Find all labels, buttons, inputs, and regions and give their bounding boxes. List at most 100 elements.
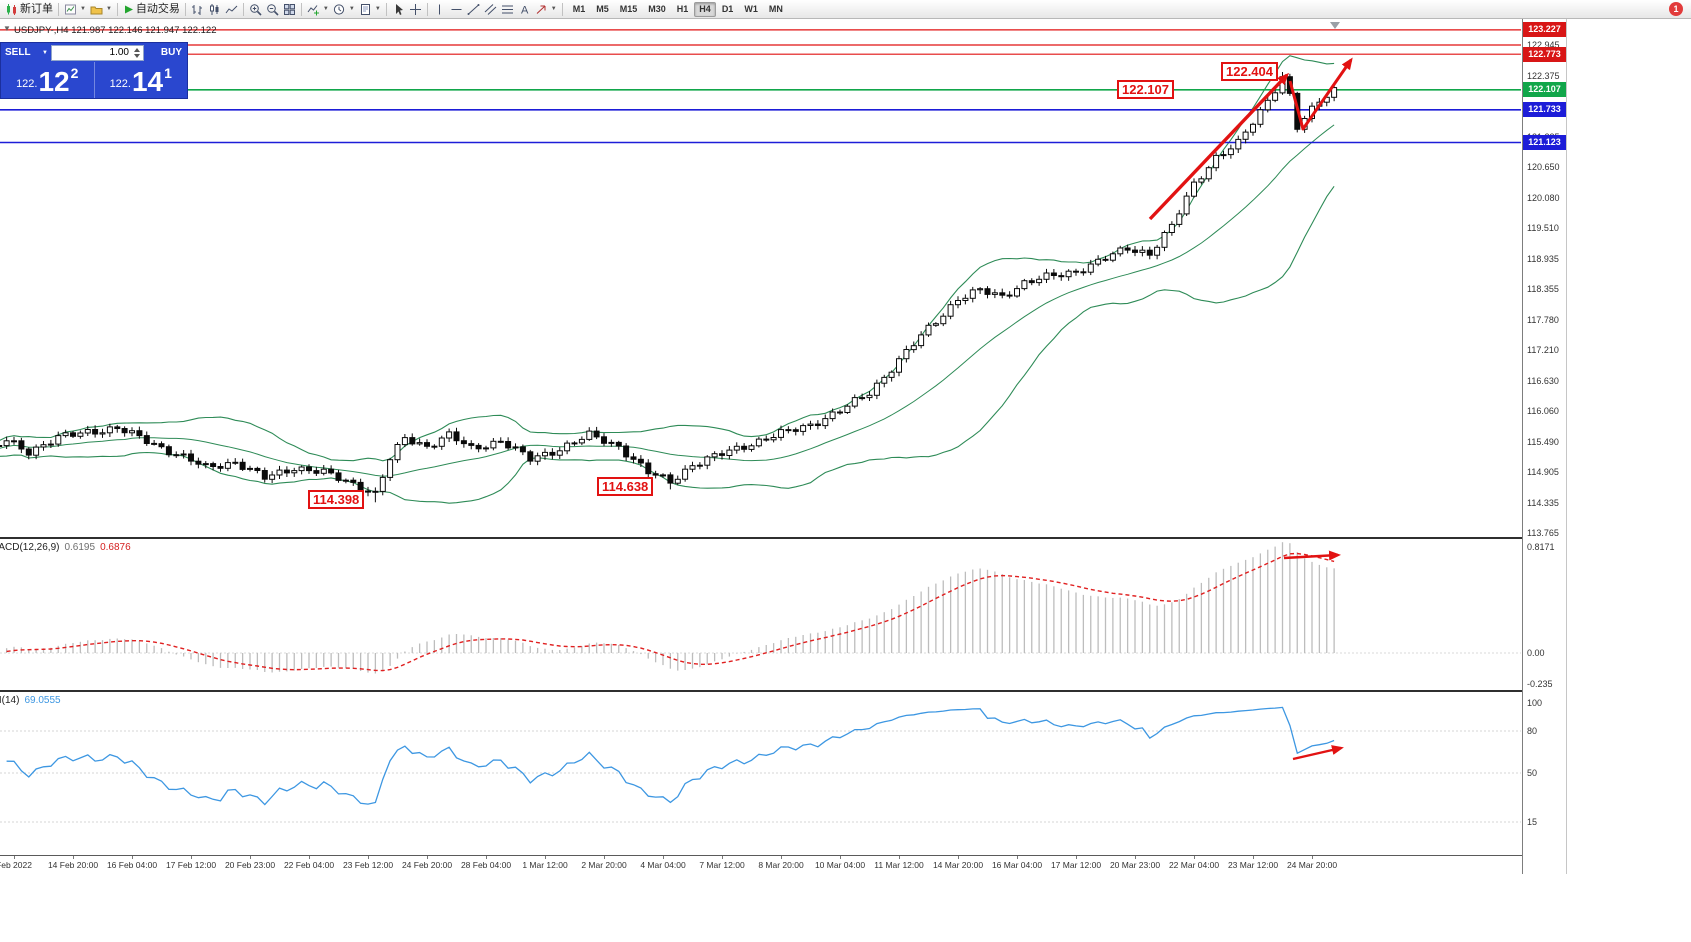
buy-button[interactable]: 122. 14 1: [93, 62, 188, 98]
vertical-line-icon: [438, 4, 440, 14]
time-axis-label: Feb 2022: [0, 860, 32, 870]
auto-trading-label: 自动交易: [135, 2, 180, 15]
macd-canvas[interactable]: [0, 539, 1522, 690]
time-axis-tick: [427, 856, 428, 859]
line-chart-button[interactable]: [223, 1, 240, 18]
rsi-line: [6, 706, 1335, 806]
cursor-button[interactable]: [390, 1, 407, 18]
templates-button[interactable]: ▼: [357, 1, 383, 18]
macd-main-value: 0.6195: [64, 542, 96, 553]
volume-increase-arrow[interactable]: [133, 47, 140, 52]
time-axis-label: 14 Feb 20:00: [47, 860, 99, 870]
panel-divider[interactable]: [0, 537, 1566, 539]
zoom-out-icon: [267, 3, 279, 16]
candlestick-chart-button[interactable]: [206, 1, 223, 18]
auto-trading-button[interactable]: 自动交易: [121, 1, 182, 18]
volume-input[interactable]: 1.00: [51, 44, 144, 61]
auto-trading-play-icon: [124, 5, 133, 13]
timeframe-m30-button[interactable]: M30: [648, 3, 666, 14]
indicators-button[interactable]: ▼: [305, 1, 331, 18]
crosshair-button[interactable]: [407, 1, 424, 18]
time-axis-tick: [486, 856, 487, 859]
trade-panel-prices: 122. 12 2 122. 14 1: [1, 62, 187, 98]
time-axis-tick: [132, 856, 133, 859]
price-line-badge: 121.733: [1523, 102, 1566, 118]
trade-panel-header-row: SELL ▼ 1.00 BUY: [1, 43, 187, 62]
buy-price-big: 14: [131, 66, 164, 98]
time-axis-tick: [309, 856, 310, 859]
time-axis[interactable]: Feb 2022 14 Feb 20:00 16 Feb 04:00 17 Feb 1…: [0, 856, 1522, 874]
time-axis-tick: [73, 856, 74, 859]
trend-arrow[interactable]: [1288, 57, 1353, 131]
equidistant-channel-icon: [484, 3, 497, 15]
buy-price-sup: 1: [164, 65, 172, 81]
volume-spinner[interactable]: [131, 46, 142, 60]
tile-windows-button[interactable]: [281, 1, 298, 18]
equidistant-channel-button[interactable]: [482, 1, 499, 18]
timeframe-m15-button[interactable]: M15: [619, 3, 638, 14]
vertical-line-button[interactable]: [431, 1, 448, 18]
trade-panel-collapse-arrow[interactable]: ▼: [3, 24, 11, 33]
candlestick-chart-icon: [209, 3, 219, 15]
time-axis-label: 10 Mar 04:00: [814, 860, 866, 870]
rsi-value: 69.0555: [24, 695, 61, 706]
price-chart-canvas[interactable]: [0, 19, 1522, 537]
sell-label[interactable]: SELL: [5, 47, 31, 58]
time-axis-label: 16 Feb 04:00: [106, 860, 158, 870]
timeframe-w1-button[interactable]: W1: [744, 3, 758, 14]
price-scale-label: 120.650: [1527, 162, 1560, 172]
timeframe-m5-button[interactable]: M5: [596, 3, 609, 14]
chevron-down-icon: ▼: [374, 6, 381, 12]
profiles-icon: [90, 6, 103, 14]
rsi-scale-label: 80: [1527, 726, 1538, 736]
arrows-tool-button[interactable]: ▼: [533, 1, 559, 18]
zoom-in-button[interactable]: [247, 1, 264, 18]
trendline-button[interactable]: [465, 1, 482, 18]
price-scale[interactable]: 122.945122.375121.805121.235120.650120.0…: [1522, 19, 1566, 874]
horizontal-line-icon: [451, 8, 462, 10]
sell-price-big: 12: [38, 66, 70, 98]
zoom-out-button[interactable]: [264, 1, 281, 18]
notification-badge[interactable]: 1: [1669, 2, 1683, 16]
sell-button[interactable]: 122. 12 2: [1, 62, 94, 98]
templates-icon: [360, 3, 370, 15]
toolbar-separator: [385, 2, 387, 16]
price-scale-label: 115.490: [1527, 436, 1559, 447]
timeframe-mn-button[interactable]: MN: [768, 3, 783, 14]
price-scale-label: 118.355: [1527, 284, 1559, 294]
tile-windows-icon: [283, 3, 295, 15]
timeframe-toolbar: M1 M5 M15 M30 H1 H4 D1 W1 MN: [568, 1, 788, 17]
profiles-button[interactable]: ▼: [88, 1, 114, 18]
panel-divider[interactable]: [0, 690, 1566, 692]
time-axis-tick: [14, 856, 15, 859]
timeframe-m1-button[interactable]: M1: [572, 3, 586, 14]
price-scale-label: 118.935: [1527, 253, 1559, 264]
timeframe-h4-button[interactable]: H4: [694, 1, 716, 17]
crosshair-icon: [409, 3, 421, 15]
trend-arrow[interactable]: [1283, 550, 1341, 561]
buy-label[interactable]: BUY: [160, 47, 182, 58]
rsi-canvas[interactable]: [0, 692, 1522, 855]
periods-button[interactable]: ▼: [331, 1, 357, 18]
timeframe-d1-button[interactable]: D1: [721, 3, 734, 14]
bar-chart-button[interactable]: [189, 1, 206, 18]
chart-title: USDJPY-,H4 121.987 122.146 121.947 122.1…: [14, 25, 217, 36]
fibonacci-icon: [501, 5, 513, 13]
new-order-button[interactable]: 新订单: [3, 1, 55, 18]
timeframe-h1-button[interactable]: H1: [676, 3, 689, 14]
time-axis-label: 11 Mar 12:00: [874, 860, 924, 870]
fibonacci-button[interactable]: [499, 1, 516, 18]
chevron-down-icon: ▼: [80, 6, 86, 12]
time-axis-tick: [1194, 856, 1195, 859]
new-chart-button[interactable]: ▼: [62, 1, 88, 18]
volume-dropdown-arrow[interactable]: ▼: [42, 49, 48, 56]
sell-price-sup: 2: [70, 65, 79, 81]
trend-arrow[interactable]: [1292, 745, 1344, 761]
horizontal-line-button[interactable]: [448, 1, 465, 18]
volume-decrease-arrow[interactable]: [133, 53, 140, 58]
time-axis-tick: [1017, 856, 1018, 859]
price-scale-label: 117.210: [1527, 345, 1559, 355]
window-right-border: [1566, 19, 1567, 874]
trend-arrow[interactable]: [1148, 72, 1290, 221]
text-tool-button[interactable]: A: [516, 1, 533, 18]
